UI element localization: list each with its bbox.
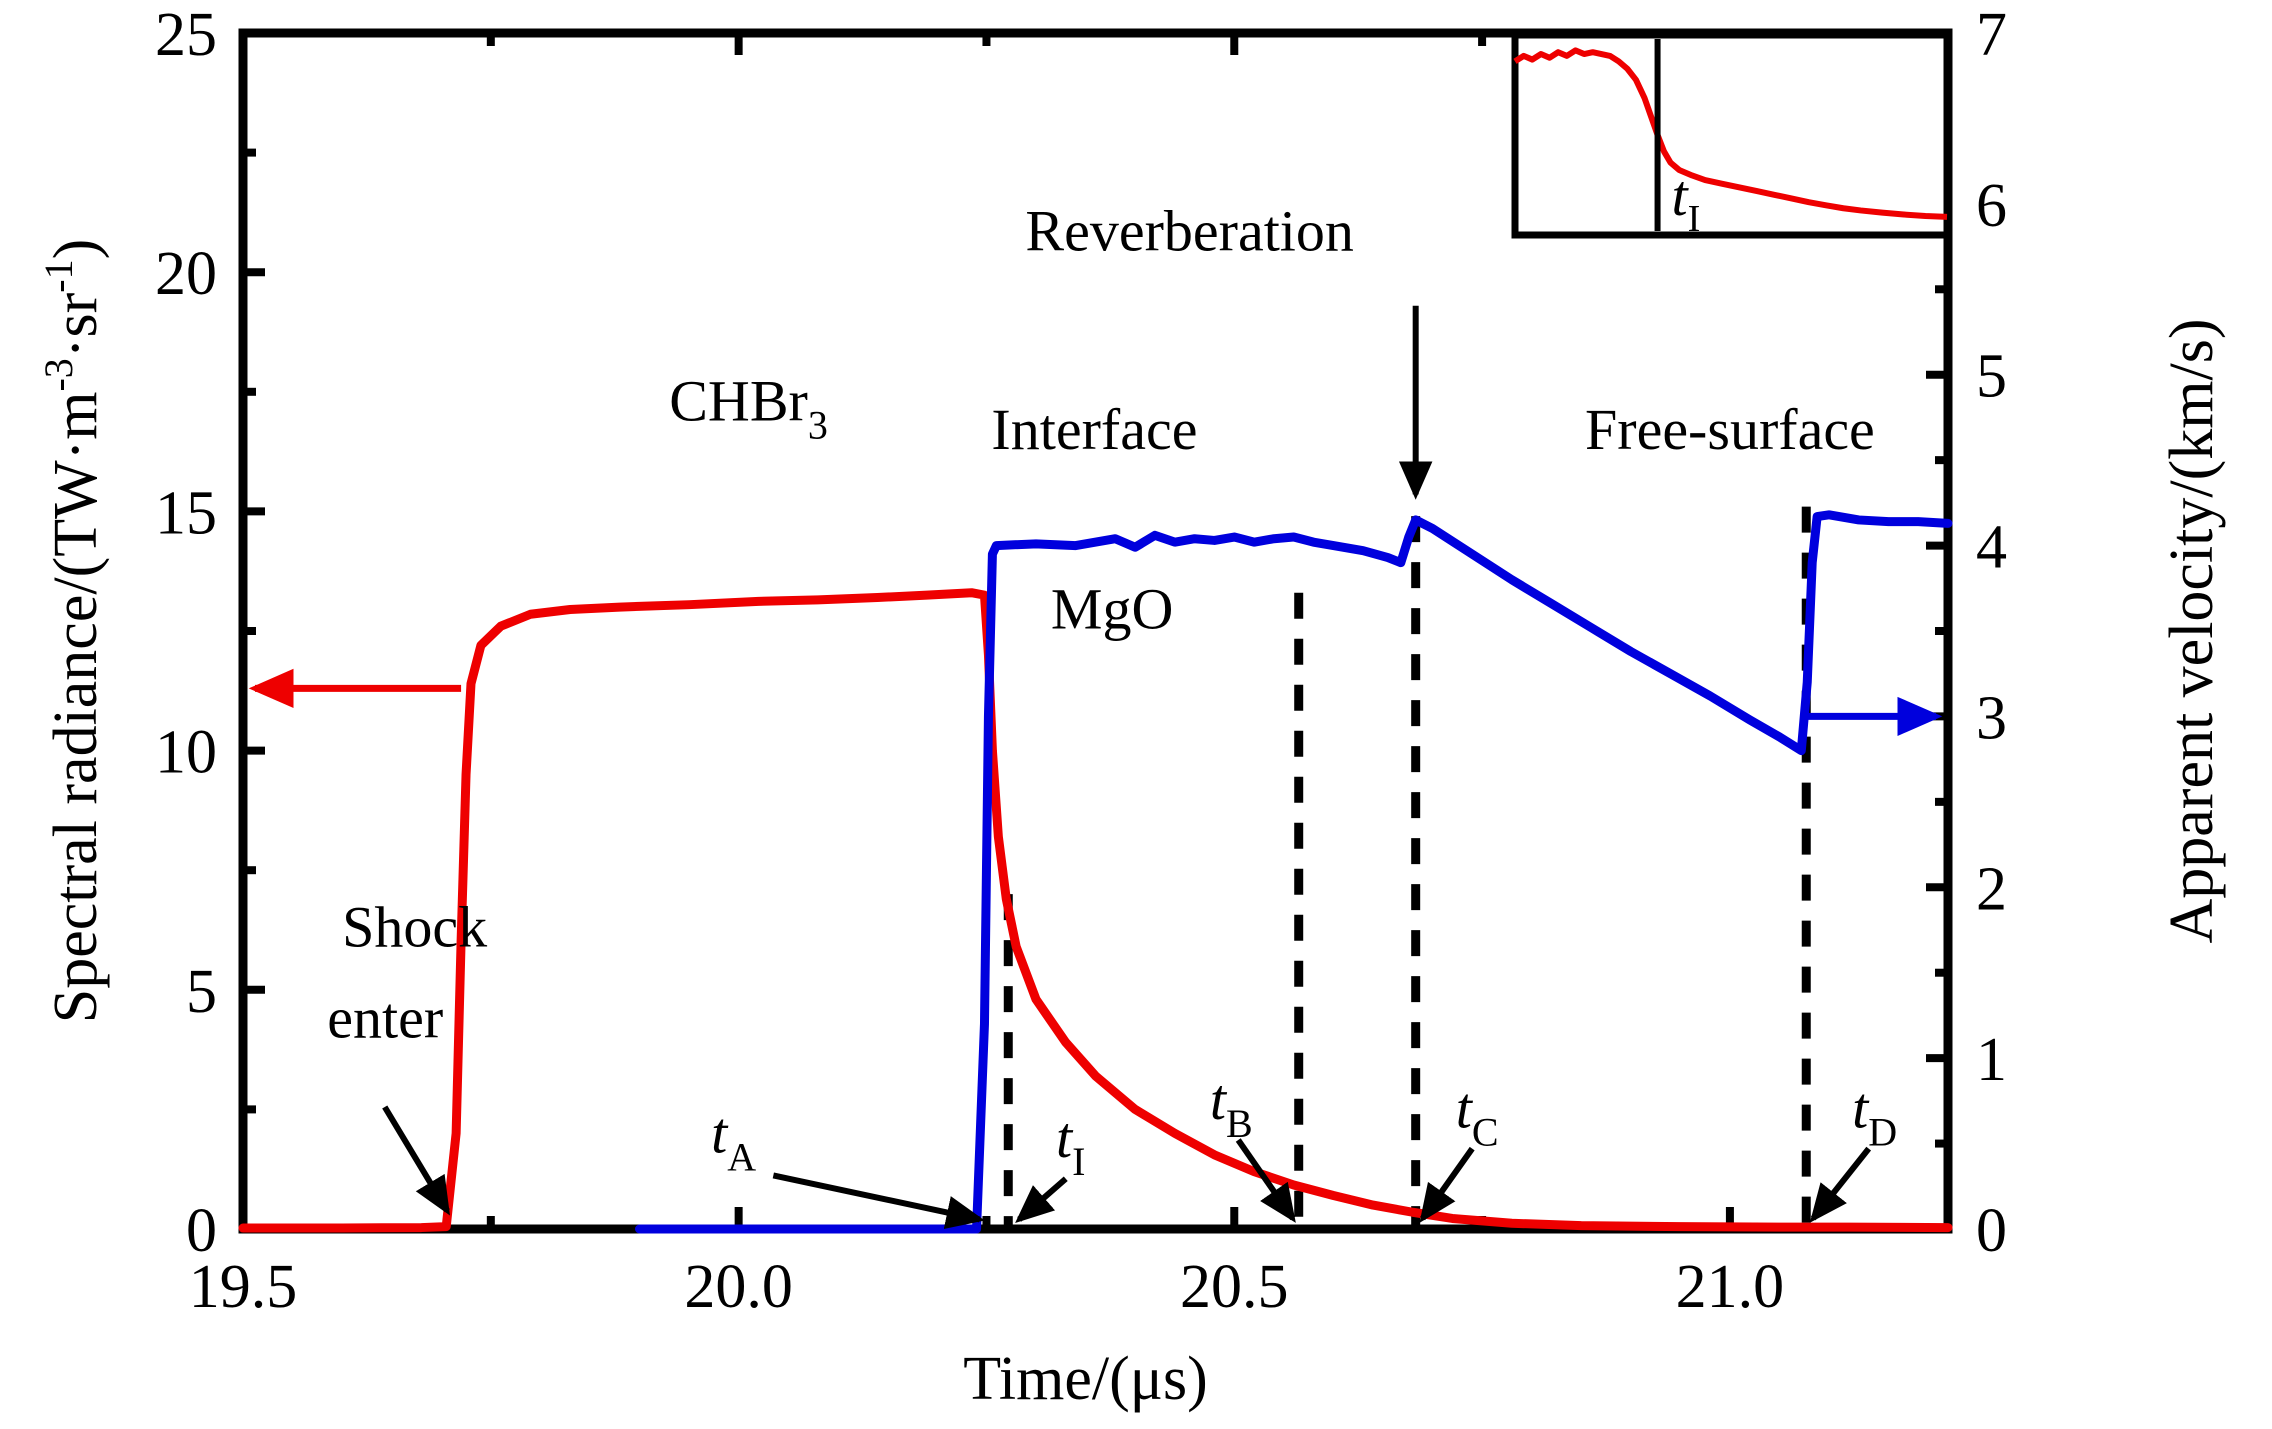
t-d-arrow [1809,1146,1872,1223]
inset-frame [1511,31,1951,239]
t-i-label: tI [1056,1105,1085,1184]
series-apparent-velocity [635,510,1953,1234]
annotation-shock-line1: Shock [342,895,487,960]
inset-t-label: tI [1672,163,1701,240]
x-tick-label: 20.5 [1180,1253,1289,1321]
shock-enter-arrow [382,1105,450,1216]
inset-plot-group: tI [1511,31,1951,240]
annotation-mgo: MgO [1051,577,1173,642]
t-b-arrow [1235,1138,1296,1223]
x-tick-label: 19.5 [189,1253,298,1321]
y-tick-label-right: 5 [1976,343,2007,411]
y-tick-label-left: 15 [155,479,217,547]
y-tick-label-right: 3 [1976,684,2007,752]
x-axis-label: Time/(μs) [963,1345,1208,1413]
x-tick-label: 20.0 [684,1253,793,1321]
t-i-arrow [1015,1176,1068,1223]
y-axis-label-left: Spectral radiance/(TW·m-3·sr-1) [36,239,110,1023]
x-tick-label: 21.0 [1676,1253,1785,1321]
y-tick-label-left: 20 [155,240,217,308]
t-c-label: tC [1456,1076,1499,1155]
annotation-reverberation: Reverberation [1025,199,1354,264]
annotation-shock-line2: enter [327,986,443,1051]
y-axis-label-right: Apparent velocity/(km/s) [2158,319,2226,944]
y-axis-label-left-text: Spectral radiance/(TW·m-3·sr-1) [36,239,110,1023]
y-tick-label-left: 10 [155,719,217,787]
annotation-free-surface: Free-surface [1585,397,1875,462]
t-a-arrow [772,1172,985,1229]
y-tick-label-right: 4 [1976,514,2007,582]
y-tick-label-right: 2 [1976,855,2007,923]
annotation-chbr3: CHBr3 [669,369,828,448]
y-tick-label-right: 1 [1976,1026,2007,1094]
y-axis-label-right-text: Apparent velocity/(km/s) [2158,319,2226,944]
y-tick-label-left: 0 [186,1197,217,1265]
y-tick-label-left: 5 [186,958,217,1026]
y-tick-label-left: 25 [155,1,217,69]
y-tick-label-right: 0 [1976,1197,2007,1265]
t-b-label: tB [1210,1067,1253,1146]
t-a-label: tA [711,1100,756,1179]
inset-series [1513,47,1948,220]
t-c-arrow [1419,1146,1475,1223]
y-tick-label-right: 7 [1976,1,2007,69]
y-tick-label-right: 6 [1976,172,2007,240]
t-d-label: tD [1852,1076,1897,1155]
annotation-interface: Interface [991,397,1197,462]
